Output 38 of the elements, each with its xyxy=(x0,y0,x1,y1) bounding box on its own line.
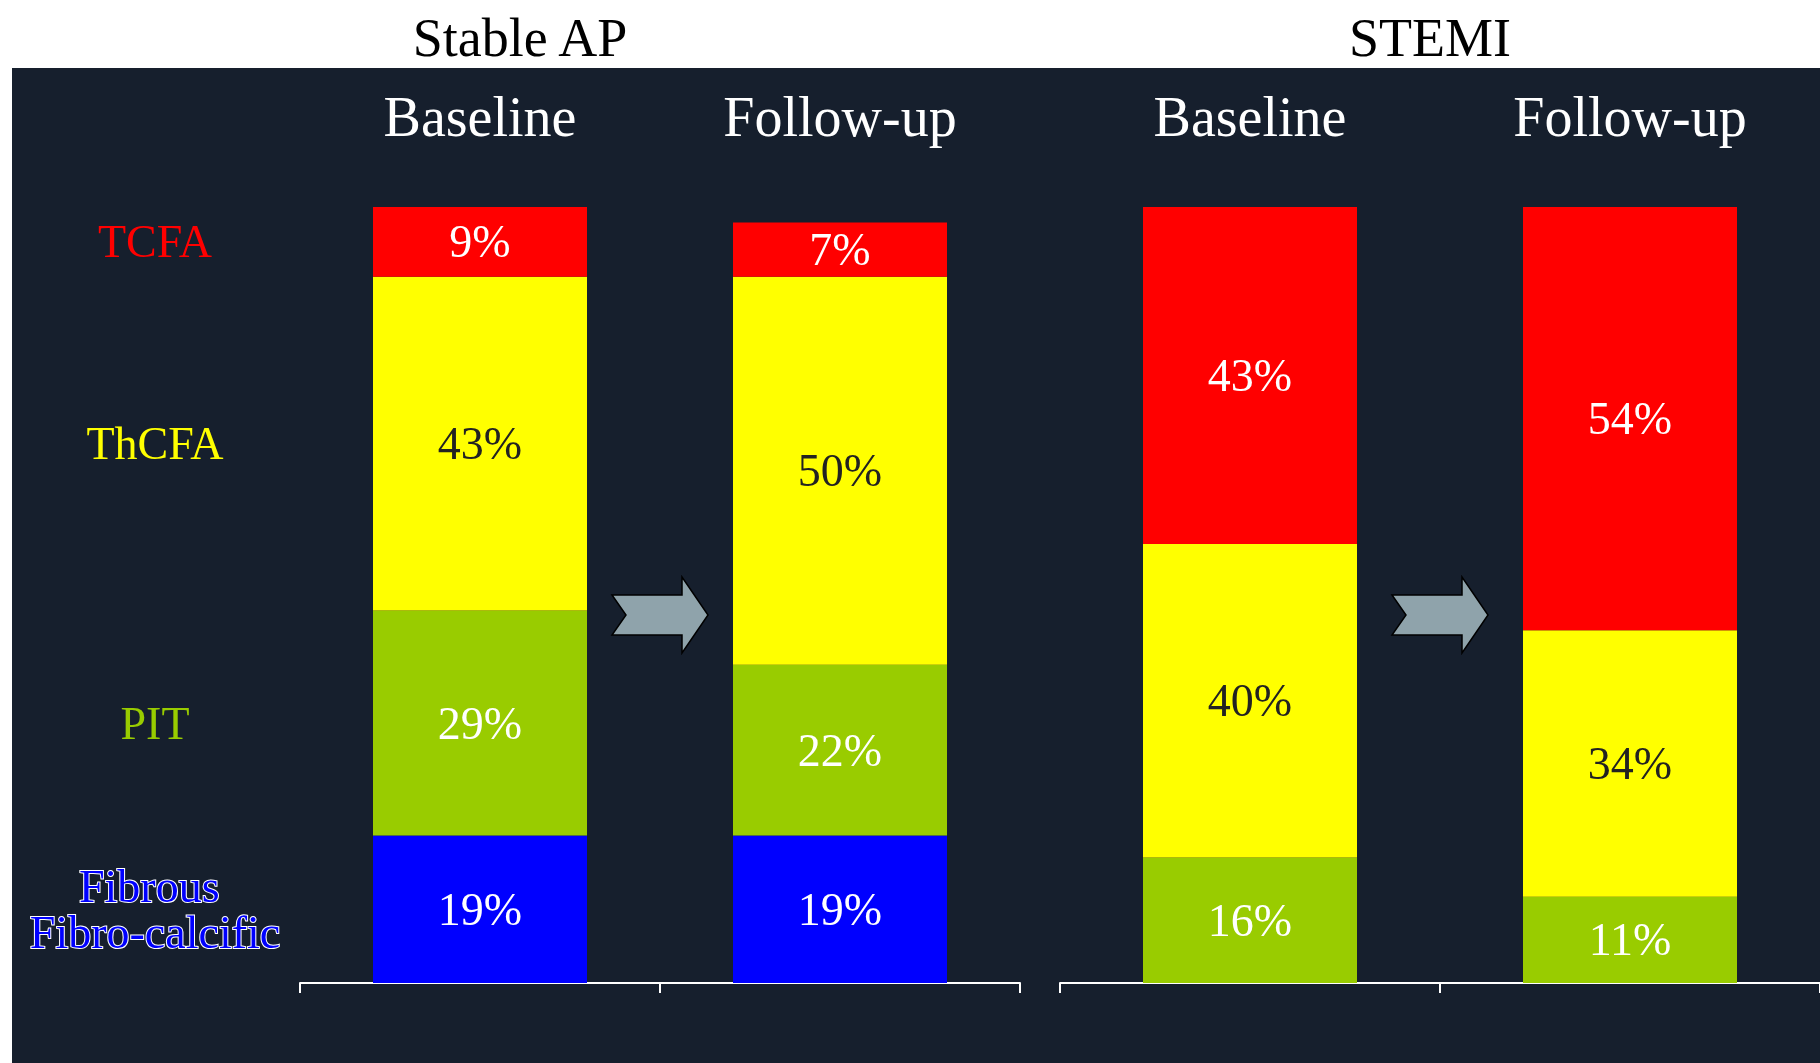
bar xyxy=(733,664,947,836)
text: ThCFA xyxy=(86,418,224,470)
data-label: 29% xyxy=(437,697,523,749)
data-label: 19% xyxy=(797,883,883,935)
text: Fibrous Fibro-calcific xyxy=(29,860,281,958)
bar xyxy=(1523,896,1737,983)
bar xyxy=(373,276,587,611)
x-tick-label: Baseline xyxy=(1153,86,1347,148)
x-tick-label: Baseline xyxy=(383,86,577,148)
bar xyxy=(1143,857,1357,983)
data-label: 11% xyxy=(1588,914,1672,966)
bar xyxy=(1143,207,1357,545)
bar xyxy=(1523,207,1737,631)
bar xyxy=(733,276,947,665)
data-label: 43% xyxy=(1207,350,1293,402)
bar xyxy=(1523,630,1737,897)
chart-title: STEMI xyxy=(1349,8,1511,68)
data-label: 9% xyxy=(449,216,511,268)
data-label: 40% xyxy=(1207,675,1293,727)
data-label: 50% xyxy=(797,445,883,497)
text: TCFA xyxy=(97,216,213,268)
bar xyxy=(733,222,947,277)
data-label: 16% xyxy=(1207,894,1293,946)
data-label: 7% xyxy=(809,224,871,276)
data-label: 43% xyxy=(437,418,523,470)
data-label: 19% xyxy=(437,883,523,935)
bar xyxy=(373,207,587,277)
bar xyxy=(373,610,587,836)
bar xyxy=(1143,544,1357,858)
data-label: 34% xyxy=(1587,738,1673,790)
data-label: 54% xyxy=(1587,393,1673,445)
data-label: 22% xyxy=(797,724,883,776)
bar xyxy=(373,835,587,983)
chart-title: Stable AP xyxy=(412,8,628,68)
text: PIT xyxy=(120,697,190,749)
x-tick-label: Follow-up xyxy=(723,86,957,148)
bar xyxy=(733,835,947,983)
x-tick-label: Follow-up xyxy=(1513,86,1747,148)
